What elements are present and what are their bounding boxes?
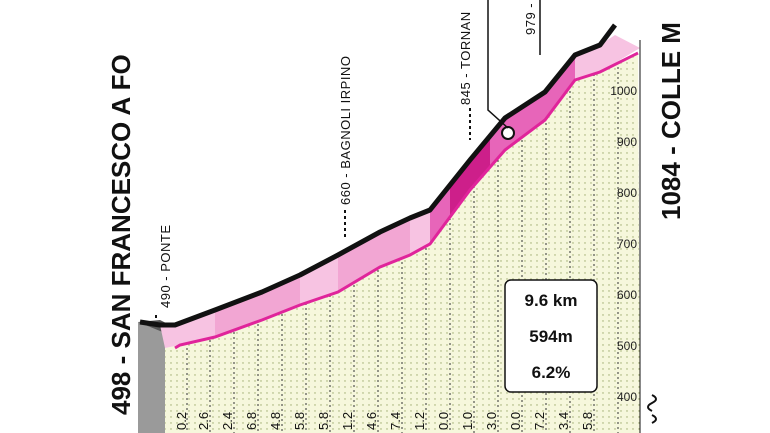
tick-1000: 1000 [610,84,637,98]
svg-text:1.2: 1.2 [340,412,355,430]
svg-text:0.2: 0.2 [174,412,189,430]
svg-text:0.0: 0.0 [508,412,523,430]
profile-bottom-line [174,51,639,350]
profile-band-medium [215,275,300,337]
segment-labels: 0.2 2.6 2.4 6.8 4.8 5.8 5.8 1.2 4.6 7.4 … [174,412,595,430]
svg-text:2.6: 2.6 [196,412,211,430]
km-marker-icon [647,394,657,424]
start-label: 498 - SAN FRANCESCO A FO [106,54,136,415]
svg-text:5.8: 5.8 [580,412,595,430]
svg-text:6.8: 6.8 [244,412,259,430]
svg-text:2.4: 2.4 [220,412,235,430]
svg-text:3.0: 3.0 [484,412,499,430]
stat-gain: 594m [529,327,572,346]
waypoint-979-label: 979 - [523,3,538,35]
svg-text:0.0: 0.0 [436,412,451,430]
tick-900: 900 [617,135,637,149]
km-gridlines [186,62,619,433]
stat-gradient: 6.2% [532,363,571,382]
svg-text:5.8: 5.8 [292,412,307,430]
tick-600: 600 [617,288,637,302]
waypoint-bagnoli-label: 660 - BAGNOLI IRPINO [338,56,353,205]
svg-text:4.8: 4.8 [268,412,283,430]
stat-distance: 9.6 km [525,291,578,310]
svg-text:7.4: 7.4 [388,412,403,430]
svg-text:1.2: 1.2 [412,412,427,430]
svg-text:7.2: 7.2 [532,412,547,430]
svg-text:1.0: 1.0 [460,412,475,430]
profile-band-darkest [450,135,490,218]
svg-text:5.8: 5.8 [316,412,331,430]
tick-800: 800 [617,186,637,200]
profile-band-medium2 [338,218,410,292]
tick-500: 500 [617,339,637,353]
start-wall [138,322,165,433]
tick-700: 700 [617,237,637,251]
label-frame [487,0,509,129]
climb-stats-box: 9.6 km 594m 6.2% [504,279,598,393]
profile-outline [139,23,617,328]
svg-text:4.6: 4.6 [364,412,379,430]
profile-band-dark [430,55,575,244]
elevation-ticks: 1000 900 800 700 600 500 400 [610,84,637,404]
waypoint-ponte-label: 490 - PONTE [158,224,173,308]
waypoint-tornan-label: 845 - TORNAN [458,11,473,105]
svg-text:3.4: 3.4 [556,412,571,430]
summit-marker [501,126,515,140]
tick-400: 400 [617,390,637,404]
finish-label: 1084 - COLLE M [656,22,686,220]
